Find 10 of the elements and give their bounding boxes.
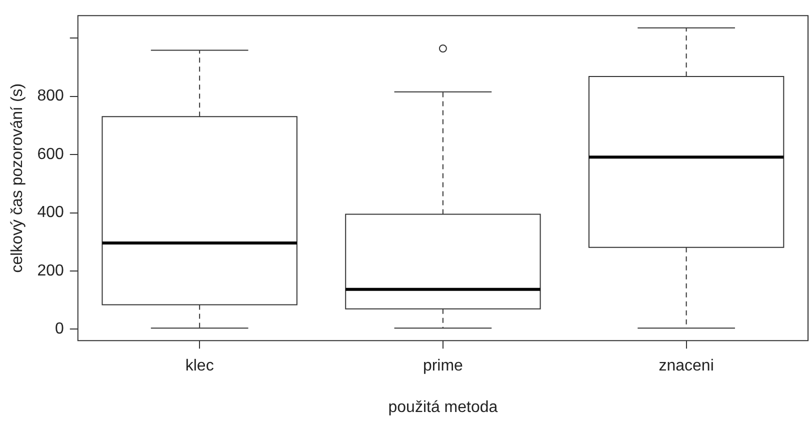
x-axis-title: použitá metoda <box>388 398 498 416</box>
y-tick-label: 600 <box>37 146 64 163</box>
y-axis-title: celkový čas pozorování (s) <box>9 83 26 273</box>
y-tick-label: 800 <box>37 88 64 105</box>
y-tick-label: 0 <box>54 320 64 338</box>
x-tick-label: prime <box>422 358 464 375</box>
x-tick-label: klec <box>185 358 214 375</box>
y-tick-label: 200 <box>37 262 64 280</box>
y-tick-label: 400 <box>37 204 64 222</box>
x-tick-label: znaceni <box>658 358 714 375</box>
